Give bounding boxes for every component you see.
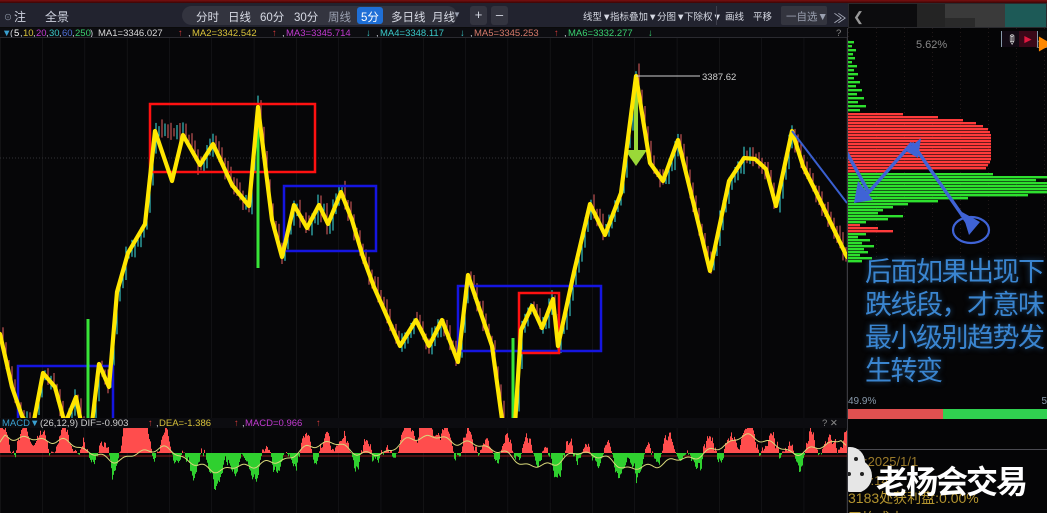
svg-text:5.62%: 5.62% [916,39,947,51]
svg-text:3387.62: 3387.62 [702,72,736,83]
